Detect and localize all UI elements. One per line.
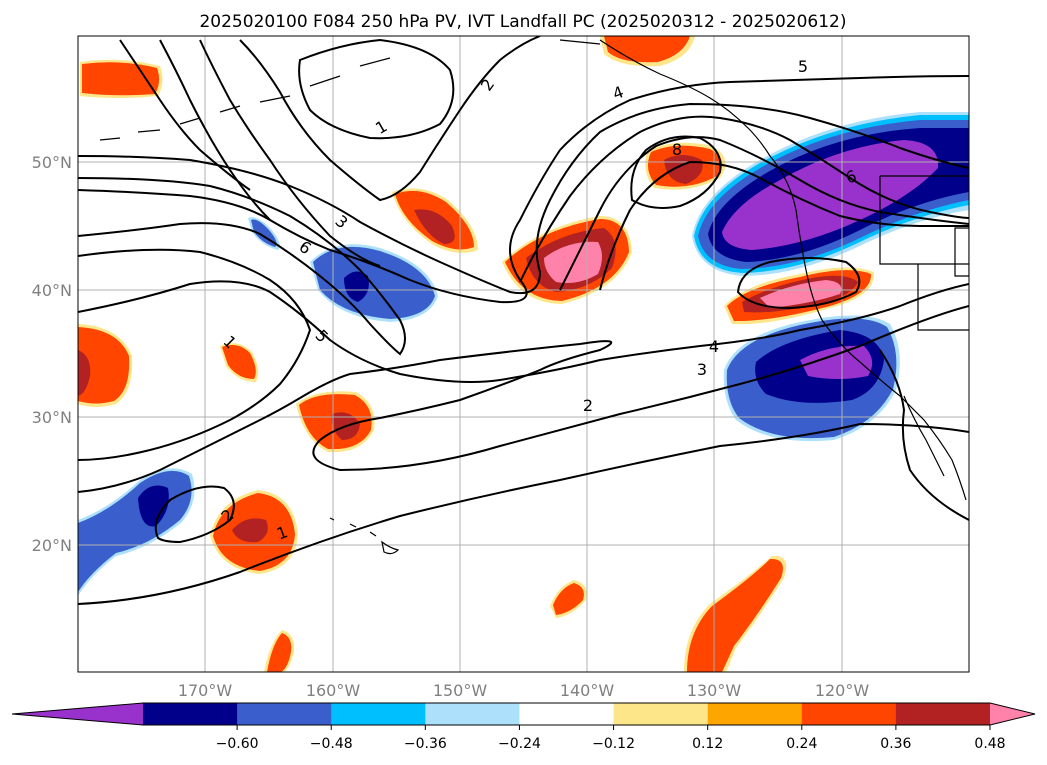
map-area: 1 2 4 5 8 6 3 6 5 1 4 3 2 2 1 xyxy=(78,36,969,672)
aleutian-islands xyxy=(99,39,601,141)
colorbar-tick-label: 0.48 xyxy=(974,736,1005,752)
colorbar-segment xyxy=(143,703,238,725)
contour-label: 2 xyxy=(583,396,593,415)
contour-label: 4 xyxy=(709,337,719,356)
colorbar-tick-label: −0.36 xyxy=(404,736,447,752)
north-america-coast xyxy=(769,155,967,501)
lat-label: 50°N xyxy=(32,153,72,172)
lon-labels: 170°W 160°W 150°W 140°W 130°W 120°W xyxy=(178,681,870,700)
colorbar-extend-max xyxy=(990,703,1035,725)
colorbar-tick-label: −0.24 xyxy=(498,736,541,752)
state-border xyxy=(879,175,969,331)
colorbar-segment xyxy=(613,703,709,725)
alaska-coast xyxy=(599,39,771,157)
colorbar-segment xyxy=(895,703,991,725)
colorbar-tick-label: 0.36 xyxy=(880,736,911,752)
colorbar-segment xyxy=(519,703,615,725)
hawaii-islands xyxy=(329,517,400,555)
colorbar-tick-label: −0.12 xyxy=(592,736,635,752)
colorbar-segment xyxy=(707,703,803,725)
map-title: 2025020100 F084 250 hPa PV, IVT Landfall… xyxy=(199,12,846,32)
lon-label: 140°W xyxy=(560,681,615,700)
contour-label: 3 xyxy=(697,360,707,379)
gridlines xyxy=(78,36,969,672)
lat-labels: 50°N 40°N 30°N 20°N xyxy=(32,153,72,555)
lon-label: 130°W xyxy=(687,681,742,700)
lon-label: 160°W xyxy=(306,681,361,700)
lat-label: 20°N xyxy=(32,536,72,555)
contour-label: 5 xyxy=(798,57,808,76)
colorbar-tick-label: 0.24 xyxy=(786,736,817,752)
baja-peninsula xyxy=(903,395,945,477)
colorbar-extend-min xyxy=(12,703,143,725)
map-frame xyxy=(77,35,970,673)
colorbar: −0.60 −0.48 −0.36 −0.24 −0.12 0.12 0.24 0.36 0.4… xyxy=(11,702,1036,752)
colorbar-segment xyxy=(425,703,520,725)
lon-label: 150°W xyxy=(433,681,488,700)
colorbar-tick-label: −0.60 xyxy=(216,736,259,752)
lat-label: 30°N xyxy=(32,408,72,427)
contour-label: 8 xyxy=(672,140,682,159)
colorbar-tick-label: 0.12 xyxy=(692,736,723,752)
colorbar-segment xyxy=(331,703,426,725)
pv-contours xyxy=(78,36,969,605)
colorbar-outline xyxy=(11,702,1036,726)
lon-label: 120°W xyxy=(815,681,870,700)
colorbar-tick-label: −0.48 xyxy=(310,736,353,752)
lat-label: 40°N xyxy=(32,281,72,300)
coastlines xyxy=(99,39,969,555)
lon-label: 170°W xyxy=(178,681,233,700)
colorbar-segment xyxy=(801,703,897,725)
colorbar-segment xyxy=(237,703,332,725)
